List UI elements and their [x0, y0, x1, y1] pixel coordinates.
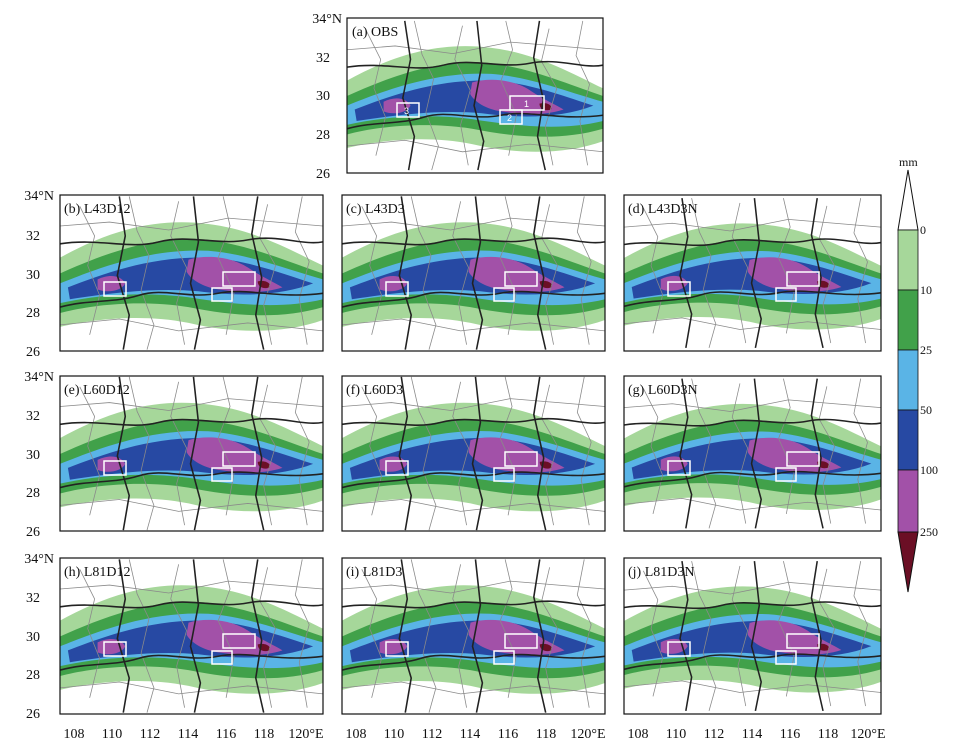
lat-tick: 30: [26, 448, 40, 463]
lon-tick: 118: [818, 727, 838, 742]
lon-tick: 110: [102, 727, 122, 742]
lat-tick: 28: [26, 306, 40, 321]
panel-f: (f) L60D3: [341, 375, 606, 532]
lon-axis-j: 108 110 112 114 116 118 120°E: [628, 727, 886, 742]
lat-tick: 34°N: [312, 12, 342, 27]
panel-d: (d) L43D3N: [623, 194, 882, 352]
box-2-label: 2: [507, 113, 512, 123]
lat-tick: 30: [316, 89, 330, 104]
lat-tick: 30: [26, 630, 40, 645]
lat-tick: 26: [316, 167, 330, 182]
box-1-label: 1: [524, 99, 529, 109]
lat-tick: 28: [316, 128, 330, 143]
lat-tick: 32: [26, 591, 40, 606]
lat-tick: 26: [26, 345, 40, 360]
lon-tick: 114: [460, 727, 480, 742]
colorbar-unit: mm: [899, 155, 918, 169]
colorbar-level: 0: [920, 223, 926, 237]
panel-j: (j) L81D3N: [623, 557, 882, 715]
lon-tick: 112: [422, 727, 442, 742]
lon-tick: 118: [254, 727, 274, 742]
lat-tick: 34°N: [24, 370, 54, 385]
panel-h: (h) L81D12: [59, 557, 324, 715]
lat-tick: 34°N: [24, 552, 54, 567]
lat-tick: 34°N: [24, 189, 54, 204]
lat-tick: 32: [26, 409, 40, 424]
lon-tick: 110: [666, 727, 686, 742]
panel-a: (a) OBS: [346, 17, 604, 174]
lon-tick: 120°E: [850, 727, 885, 742]
lat-tick: 28: [26, 668, 40, 683]
lat-tick: 28: [26, 486, 40, 501]
lat-tick: 30: [26, 268, 40, 283]
panel-a-label: (a) OBS: [352, 25, 398, 40]
lat-axis-row2: 34°N 32 30 28 26: [24, 370, 54, 540]
panel-d-label: (d) L43D3N: [628, 202, 698, 217]
panel-e-label: (e) L60D12: [64, 383, 130, 398]
panel-g-label: (g) L60D3N: [628, 383, 698, 398]
panel-i-label: (i) L81D3: [346, 565, 402, 580]
lat-tick: 32: [26, 229, 40, 244]
panel-a-boxes: 1 2 3: [396, 95, 545, 125]
panel-f-label: (f) L60D3: [346, 383, 403, 398]
box-3-label: 3: [404, 106, 409, 116]
lon-tick: 114: [742, 727, 762, 742]
colorbar-level: 100: [920, 463, 938, 477]
panel-b: (b) L43D12: [59, 194, 324, 352]
lon-tick: 120°E: [570, 727, 605, 742]
lon-tick: 108: [628, 727, 649, 742]
panel-i: (i) L81D3: [341, 557, 606, 715]
colorbar-level: 50: [920, 403, 932, 417]
lon-axis-h: 108 110 112 114 116 118 120°E: [64, 727, 324, 742]
lat-tick: 32: [316, 51, 330, 66]
lon-tick: 114: [178, 727, 198, 742]
lon-tick: 112: [704, 727, 724, 742]
panel-e: (e) L60D12: [59, 375, 324, 532]
panel-j-label: (j) L81D3N: [628, 565, 695, 580]
lat-tick: 26: [26, 525, 40, 540]
colorbar-level: 25: [920, 343, 932, 357]
colorbar-level: 10: [920, 283, 932, 297]
lat-axis-row1: 34°N 32 30 28 26: [24, 189, 54, 360]
lat-axis-a: 34°N 32 30 28 26: [312, 12, 342, 182]
panel-c-label: (c) L43D3: [346, 202, 405, 217]
lon-tick: 112: [140, 727, 160, 742]
lon-tick: 110: [384, 727, 404, 742]
lon-tick: 116: [498, 727, 518, 742]
lon-axis-i: 108 110 112 114 116 118 120°E: [346, 727, 606, 742]
lat-axis-row3: 34°N 32 30 28 26: [24, 552, 54, 722]
lon-tick: 120°E: [288, 727, 323, 742]
lon-tick: 108: [64, 727, 85, 742]
lon-tick: 116: [780, 727, 800, 742]
panel-b-label: (b) L43D12: [64, 202, 131, 217]
colorbar-level: 250: [920, 525, 938, 539]
panel-c: (c) L43D3: [341, 194, 606, 352]
panel-h-label: (h) L81D12: [64, 565, 131, 580]
lat-tick: 26: [26, 707, 40, 722]
colorbar: mm 0 10 25 50 100 250: [897, 155, 938, 593]
lon-tick: 116: [216, 727, 236, 742]
lon-tick: 118: [536, 727, 556, 742]
lon-tick: 108: [346, 727, 367, 742]
panel-g: (g) L60D3N: [623, 375, 882, 532]
